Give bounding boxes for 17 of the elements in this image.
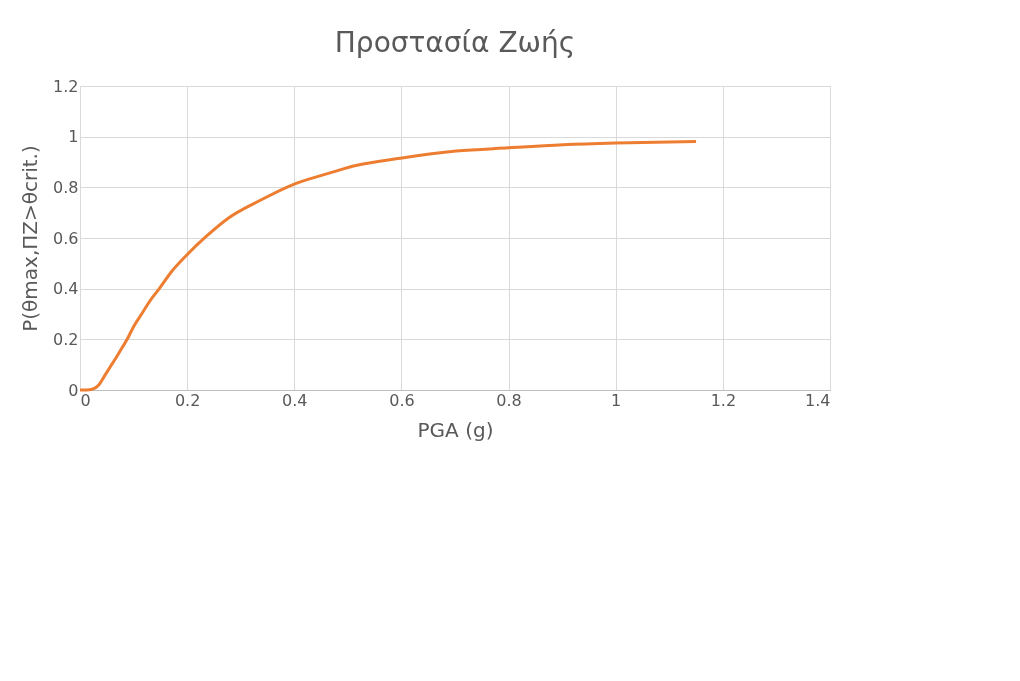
x-tick-label: 1.2 xyxy=(710,390,737,410)
x-axis-title: PGA (g) xyxy=(417,417,494,442)
chart-title: Προστασία Ζωής xyxy=(334,26,576,59)
y-tick-label: 0.2 xyxy=(53,329,79,349)
x-tick-label: 0.2 xyxy=(174,390,201,410)
x-tick-label: 0.4 xyxy=(282,390,308,410)
x-tick-label: 0.8 xyxy=(496,390,522,410)
y-tick-label: 1 xyxy=(68,127,79,147)
x-tick-label: 1 xyxy=(611,390,622,410)
y-tick-label: 0.4 xyxy=(53,279,79,299)
y-tick-label: 0.6 xyxy=(53,228,79,248)
line-series xyxy=(78,139,698,392)
x-tick-label: 0.6 xyxy=(389,390,415,410)
y-axis-title: P(θmax,ΠΖ>θcrit.) xyxy=(18,145,43,332)
y-tick-label: 1.2 xyxy=(53,76,79,96)
x-tick-label: 1.4 xyxy=(805,390,831,410)
y-tick-label: 0.8 xyxy=(53,177,79,197)
